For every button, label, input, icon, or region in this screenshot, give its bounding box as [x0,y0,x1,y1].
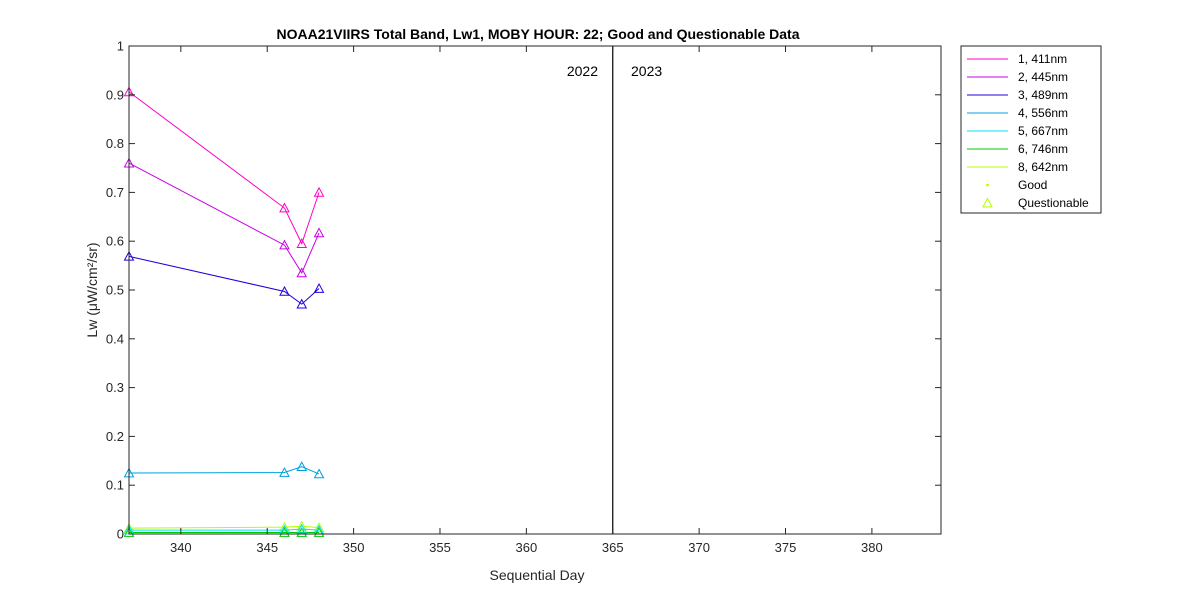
data-point-questionable [296,298,308,309]
series-1-411nm [123,86,325,248]
x-tick-label: 375 [775,540,797,555]
data-point-questionable [279,202,290,213]
x-tick-label: 380 [861,540,883,555]
legend-box [960,45,1102,214]
legend-label: 3, 489nm [1018,88,1068,102]
series-line [128,162,320,274]
y-axis: 0 0.1 0.2 0.3 0.4 0.5 0.6 0.7 0.8 0.9 1 [106,39,941,542]
y-tick-label: 0.5 [106,283,124,298]
data-point-questionable [313,227,325,238]
series-line [128,466,320,475]
series-line [128,255,320,305]
data-point-questionable [313,186,325,197]
data-point-questionable [279,526,290,537]
legend-triangle-marker [982,197,993,208]
legend-dot-marker [986,183,989,187]
series-line [128,525,320,529]
x-tick-label: 340 [170,540,192,555]
y-tick-label: 0 [117,527,124,542]
y-axis-label: Lw (μW/cm²/sr) [84,242,100,337]
series-4-556nm [123,461,325,479]
y-tick-label: 0.2 [106,429,124,444]
plot-area [123,46,614,537]
data-point-questionable [279,466,290,477]
data-point-questionable [279,239,290,250]
data-point-questionable [313,282,325,293]
data-point-questionable [296,461,308,471]
data-point-questionable [279,285,290,296]
x-axis: 340 345 350 355 360 365 370 375 380 [170,46,883,555]
y-tick-label: 0.3 [106,380,124,395]
data-point-questionable [296,238,308,248]
data-point-questionable [123,526,135,537]
series-8-642nm [123,520,325,533]
x-tick-label: 360 [516,540,538,555]
year-label-left: 2022 [567,63,598,79]
data-point-questionable [296,523,308,534]
x-tick-label: 370 [688,540,710,555]
data-point-questionable [296,520,308,531]
series-line [128,91,320,245]
data-point-questionable [296,267,308,278]
y-tick-label: 0.4 [106,331,124,346]
legend-label: 5, 667nm [1018,124,1068,138]
x-tick-label: 355 [429,540,451,555]
axes-box [128,45,942,535]
legend-label: 1, 411nm [1018,52,1067,66]
series-line [129,528,320,531]
legend-label: Questionable [1018,196,1089,210]
data-point-questionable [313,522,325,532]
chart-title: NOAA21VIIRS Total Band, Lw1, MOBY HOUR: … [277,26,800,42]
data-point-questionable [313,468,325,479]
y-tick-label: 1 [117,39,124,54]
data-point-questionable [313,526,325,537]
y-tick-label: 0.1 [106,478,124,493]
year-label-right: 2023 [631,63,662,79]
y-tick-label: 0.7 [106,185,124,200]
series-2-445nm [123,157,325,278]
legend-label: 6, 746nm [1018,142,1068,156]
data-point-questionable [279,521,290,532]
legend-label: 2, 445nm [1018,70,1068,84]
legend: 1, 411nm 2, 445nm 3, 489nm 4, 556nm 5, 667nm… [960,45,1102,214]
legend-label: Good [1018,178,1047,192]
x-axis-label: Sequential Day [490,567,585,583]
y-tick-label: 0.9 [106,87,124,102]
series-6-746nm [123,526,325,537]
legend-label: 4, 556nm [1018,106,1068,120]
x-tick-label: 365 [602,540,624,555]
y-tick-label: 0.6 [106,234,124,249]
legend-label: 8, 642nm [1018,160,1068,174]
y-tick-label: 0.8 [106,136,124,151]
data-point-questionable [296,526,308,537]
x-tick-label: 345 [256,540,278,555]
x-tick-label: 350 [343,540,365,555]
